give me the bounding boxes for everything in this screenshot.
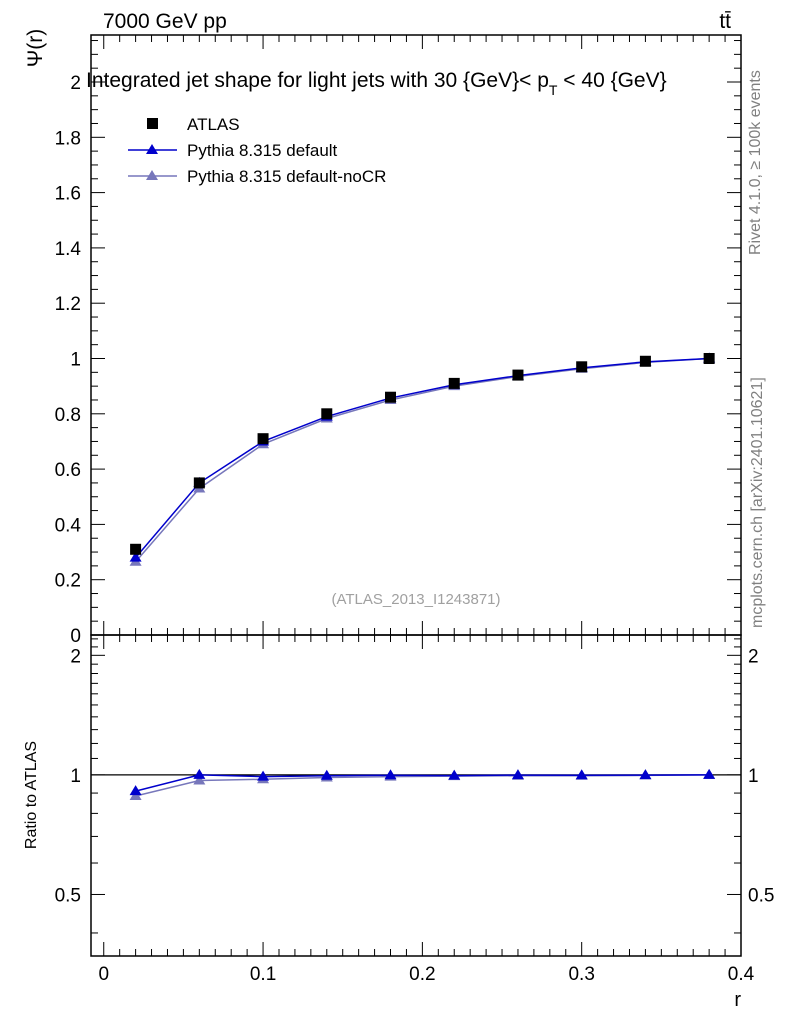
axis-ticks [91,35,742,956]
legend: ATLAS Pythia 8.315 default Pythia 8.315 … [128,115,386,186]
x-tick-label: 0.3 [568,964,594,985]
y-tick-label: 1 [70,350,81,371]
y-tick-label: 0.8 [55,405,81,426]
ratio-tick-label-right: 0.5 [748,885,774,906]
atlas-data-point [703,353,715,365]
atlas-data-point [639,355,651,367]
ratio-0-point [511,769,524,780]
y-tick-label: 0 [70,626,81,647]
atlas-data-point [321,408,333,420]
ratio-0-point [703,768,716,779]
y-tick-label: 1.4 [55,239,82,260]
chart-title-main: Integrated jet shape for light jets with… [86,69,549,92]
tick-labels: 0 0.1 0.2 0.3 0.4 0 0.2 0.4 0.6 0.8 1 1.2 1.4 1.6 1.8 2… [55,73,775,985]
legend-nocr-label: Pythia 8.315 default-noCR [187,167,386,186]
y-tick-label: 0.4 [55,515,82,536]
atlas-data-point [512,369,524,381]
ratio-tick-label-left: 0.5 [55,885,81,906]
y-axis-label: Ψ(r) [24,29,47,68]
energy-label: 7000 GeV pp [103,10,227,33]
y-tick-label: 0.2 [55,571,81,592]
atlas-data-point [448,377,460,389]
atlas-data-point [385,391,397,403]
ratio-tick-label-right: 1 [748,766,759,787]
x-tick-label: 0 [98,964,109,985]
series-line-2 [135,357,710,563]
atlas-data-point [193,477,205,489]
y-tick-label: 2 [70,73,81,94]
chart-title-end: < 40 {GeV} [557,69,666,92]
x-tick-label: 0.1 [250,964,276,985]
legend-atlas-marker [147,118,158,129]
series-markers [129,352,716,800]
analysis-tag: (ATLAS_2013_I1243871) [331,591,500,608]
ratio-0-point [384,769,397,780]
series-line-1 [135,357,710,559]
ratio-tick-label-left: 2 [70,646,81,667]
ratio-tick-label-left: 1 [70,766,81,787]
legend-nocr-marker [146,170,158,180]
atlas-data-point [257,433,269,445]
rivet-label: Rivet 4.1.0, ≥ 100k events [747,70,764,255]
mcplots-label: mcplots.cern.ch [arXiv:2401.10621] [749,377,766,628]
atlas-data-point [576,361,588,373]
ratio-0-point [639,769,652,780]
ratio-1-point [193,774,206,785]
legend-default-marker [146,144,158,154]
series-1-point [129,551,142,562]
y-tick-label: 1.8 [55,128,81,149]
x-tick-label: 0.4 [728,964,755,985]
ratio-0-point [320,769,333,780]
atlas-data-point [130,543,142,555]
y-tick-label: 1.2 [55,294,81,315]
legend-atlas-label: ATLAS [187,115,240,134]
ratio-0-point [257,770,270,781]
x-axis-label: r [734,989,741,1011]
ratio-tick-label-right: 2 [748,646,759,667]
y-tick-label: 0.6 [55,460,81,481]
ratio-0-point [129,785,142,796]
ratio-0-point [448,769,461,780]
chart-title-sub: T [549,82,558,98]
process-label: tt̄ [719,10,731,33]
ratio-0-point [575,769,588,780]
ratio-0-point [193,768,206,779]
chart-title: Integrated jet shape for light jets with… [86,69,667,98]
series-lines [135,357,710,797]
ratio-axis-label: Ratio to ATLAS [23,741,40,849]
x-tick-label: 0.2 [409,964,435,985]
ratio-line-0 [135,774,710,792]
y-tick-label: 1.6 [55,184,81,205]
ratio-panel-frame [90,634,742,957]
ratio-line-1 [135,774,710,797]
legend-default-label: Pythia 8.315 default [187,141,338,160]
